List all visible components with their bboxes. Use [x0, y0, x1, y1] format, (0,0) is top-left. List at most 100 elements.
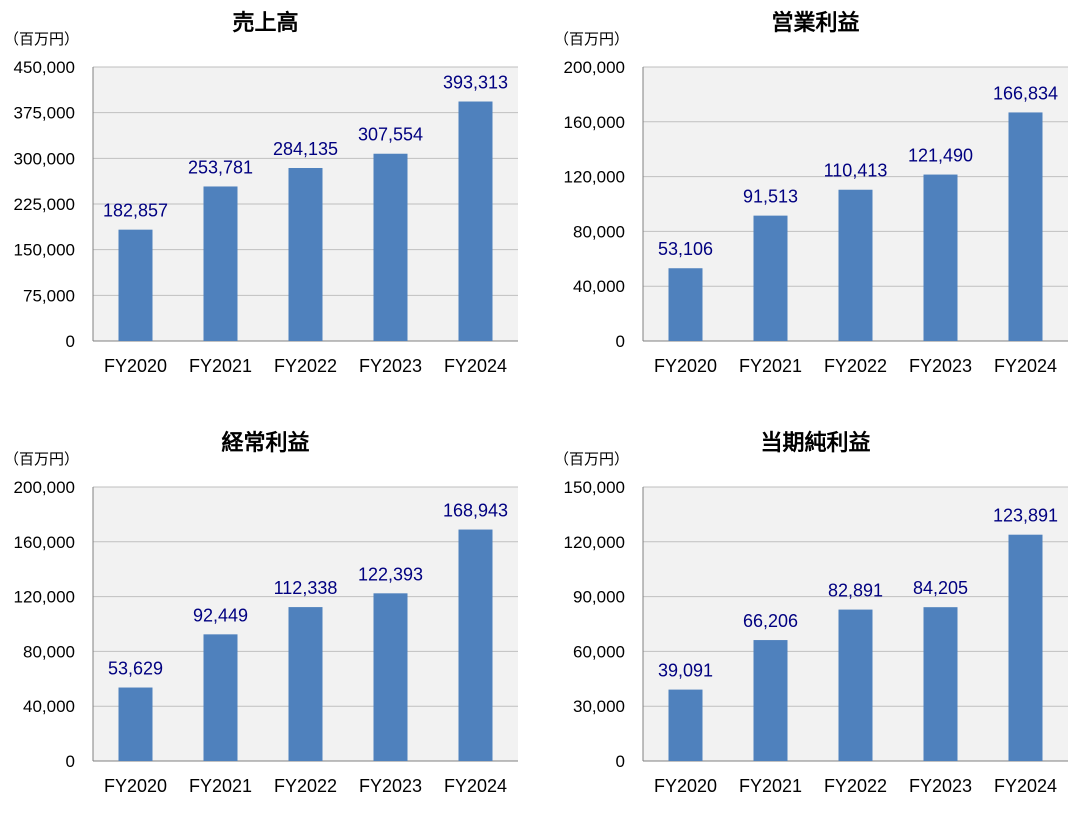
bar-fy2020	[668, 689, 703, 761]
y-tick-label: 375,000	[14, 104, 75, 123]
y-tick-label: 300,000	[14, 149, 75, 168]
data-label: 112,338	[274, 578, 338, 598]
x-tick-label: FY2020	[654, 356, 717, 376]
data-label: 66,206	[743, 611, 798, 631]
chart-svg: 経常利益 （百万円） 0 40,000 80,000 120,000 160,000 200,…	[4, 430, 518, 796]
x-tick-label: FY2023	[909, 776, 972, 796]
y-tick-label: 60,000	[573, 642, 625, 661]
x-tick-label: FY2023	[909, 356, 972, 376]
x-tick-label: FY2020	[654, 776, 717, 796]
x-tick-label: FY2022	[274, 776, 337, 796]
x-tick-label: FY2020	[104, 776, 167, 796]
y-tick-label: 0	[66, 332, 75, 351]
data-label: 122,393	[358, 564, 423, 584]
x-tick-label: FY2024	[994, 776, 1057, 796]
data-label: 53,106	[658, 239, 713, 259]
y-tick-label: 0	[616, 332, 625, 351]
data-label: 92,449	[193, 605, 248, 625]
y-tick-label: 120,000	[564, 533, 625, 552]
bar-fy2022	[838, 609, 873, 761]
y-tick-label: 80,000	[23, 642, 75, 661]
bar-fy2023	[373, 593, 408, 761]
y-tick-label: 120,000	[564, 168, 625, 187]
bar-fy2024	[458, 101, 493, 341]
y-tick-label: 0	[66, 752, 75, 771]
bar-fy2023	[923, 174, 958, 341]
chart-panel-sales: 売上高 （百万円） 0 75,000 150,000 225,000 300,000 375,…	[0, 0, 540, 400]
unit-label: （百万円）	[554, 450, 629, 468]
y-tick-label: 225,000	[14, 195, 75, 214]
data-label: 53,629	[108, 659, 163, 679]
chart-panel-ordinary-profit: 経常利益 （百万円） 0 40,000 80,000 120,000 160,000 200,…	[0, 420, 540, 820]
chart-title: 経常利益	[221, 430, 309, 456]
data-label: 253,781	[188, 157, 253, 177]
data-label: 121,490	[908, 146, 973, 166]
x-tick-label: FY2023	[359, 776, 422, 796]
y-tick-label: 150,000	[564, 478, 625, 497]
x-tick-label: FY2021	[739, 356, 802, 376]
bar-fy2020	[118, 687, 153, 761]
y-tick-label: 80,000	[573, 222, 625, 241]
x-tick-label: FY2022	[824, 356, 887, 376]
unit-label: （百万円）	[4, 450, 79, 468]
y-tick-label: 40,000	[573, 277, 625, 296]
data-label: 84,205	[913, 578, 968, 598]
x-tick-label: FY2021	[189, 356, 252, 376]
x-tick-label: FY2021	[189, 776, 252, 796]
chart-title: 当期純利益	[760, 430, 870, 456]
data-label: 284,135	[273, 139, 338, 159]
y-tick-label: 90,000	[573, 588, 625, 607]
data-label: 39,091	[658, 661, 713, 681]
chart-title: 営業利益	[771, 10, 859, 36]
y-tick-label: 120,000	[14, 588, 75, 607]
bar-fy2024	[458, 529, 493, 761]
chart-svg: 営業利益 （百万円） 0 40,000 80,000 120,000 160,000 200,…	[554, 10, 1068, 376]
data-label: 307,554	[358, 125, 423, 145]
bar-fy2022	[288, 607, 323, 761]
x-tick-label: FY2024	[444, 356, 507, 376]
x-tick-label: FY2023	[359, 356, 422, 376]
y-tick-label: 0	[616, 752, 625, 771]
y-tick-label: 40,000	[23, 697, 75, 716]
data-label: 182,857	[103, 201, 168, 221]
bar-fy2020	[668, 268, 703, 341]
data-label: 123,891	[993, 506, 1058, 526]
bar-fy2021	[753, 215, 788, 341]
bar-fy2024	[1008, 112, 1043, 341]
y-tick-label: 30,000	[573, 697, 625, 716]
x-tick-label: FY2021	[739, 776, 802, 796]
chart-title: 売上高	[232, 10, 298, 36]
chart-svg: 売上高 （百万円） 0 75,000 150,000 225,000 300,000 375,…	[4, 10, 518, 376]
y-tick-label: 150,000	[14, 241, 75, 260]
bar-fy2023	[373, 153, 408, 341]
x-tick-label: FY2024	[444, 776, 507, 796]
data-label: 166,834	[993, 83, 1058, 103]
chart-panel-net-income: 当期純利益 （百万円） 0 30,000 60,000 90,000 120,000 150,…	[550, 420, 1090, 820]
y-tick-label: 450,000	[14, 58, 75, 77]
bar-fy2021	[203, 634, 238, 761]
y-tick-label: 160,000	[14, 533, 75, 552]
unit-label: （百万円）	[4, 30, 79, 48]
data-label: 82,891	[828, 581, 883, 601]
bar-fy2022	[838, 189, 873, 341]
bar-fy2024	[1008, 534, 1043, 761]
y-tick-label: 160,000	[564, 113, 625, 132]
chart-panel-operating-profit: 営業利益 （百万円） 0 40,000 80,000 120,000 160,000 200,…	[550, 0, 1090, 400]
x-tick-label: FY2020	[104, 356, 167, 376]
data-label: 110,413	[824, 161, 888, 181]
y-tick-label: 75,000	[23, 286, 75, 305]
bar-fy2020	[118, 229, 153, 341]
bar-fy2022	[288, 167, 323, 341]
bar-fy2023	[923, 607, 958, 761]
data-label: 91,513	[743, 187, 798, 207]
bar-fy2021	[753, 640, 788, 761]
chart-svg: 当期純利益 （百万円） 0 30,000 60,000 90,000 120,000 150,…	[554, 430, 1068, 796]
x-tick-label: FY2022	[274, 356, 337, 376]
x-tick-label: FY2022	[824, 776, 887, 796]
data-label: 393,313	[443, 73, 508, 93]
y-tick-label: 200,000	[14, 478, 75, 497]
y-tick-label: 200,000	[564, 58, 625, 77]
x-tick-label: FY2024	[994, 356, 1057, 376]
unit-label: （百万円）	[554, 30, 629, 48]
data-label: 168,943	[443, 501, 508, 521]
